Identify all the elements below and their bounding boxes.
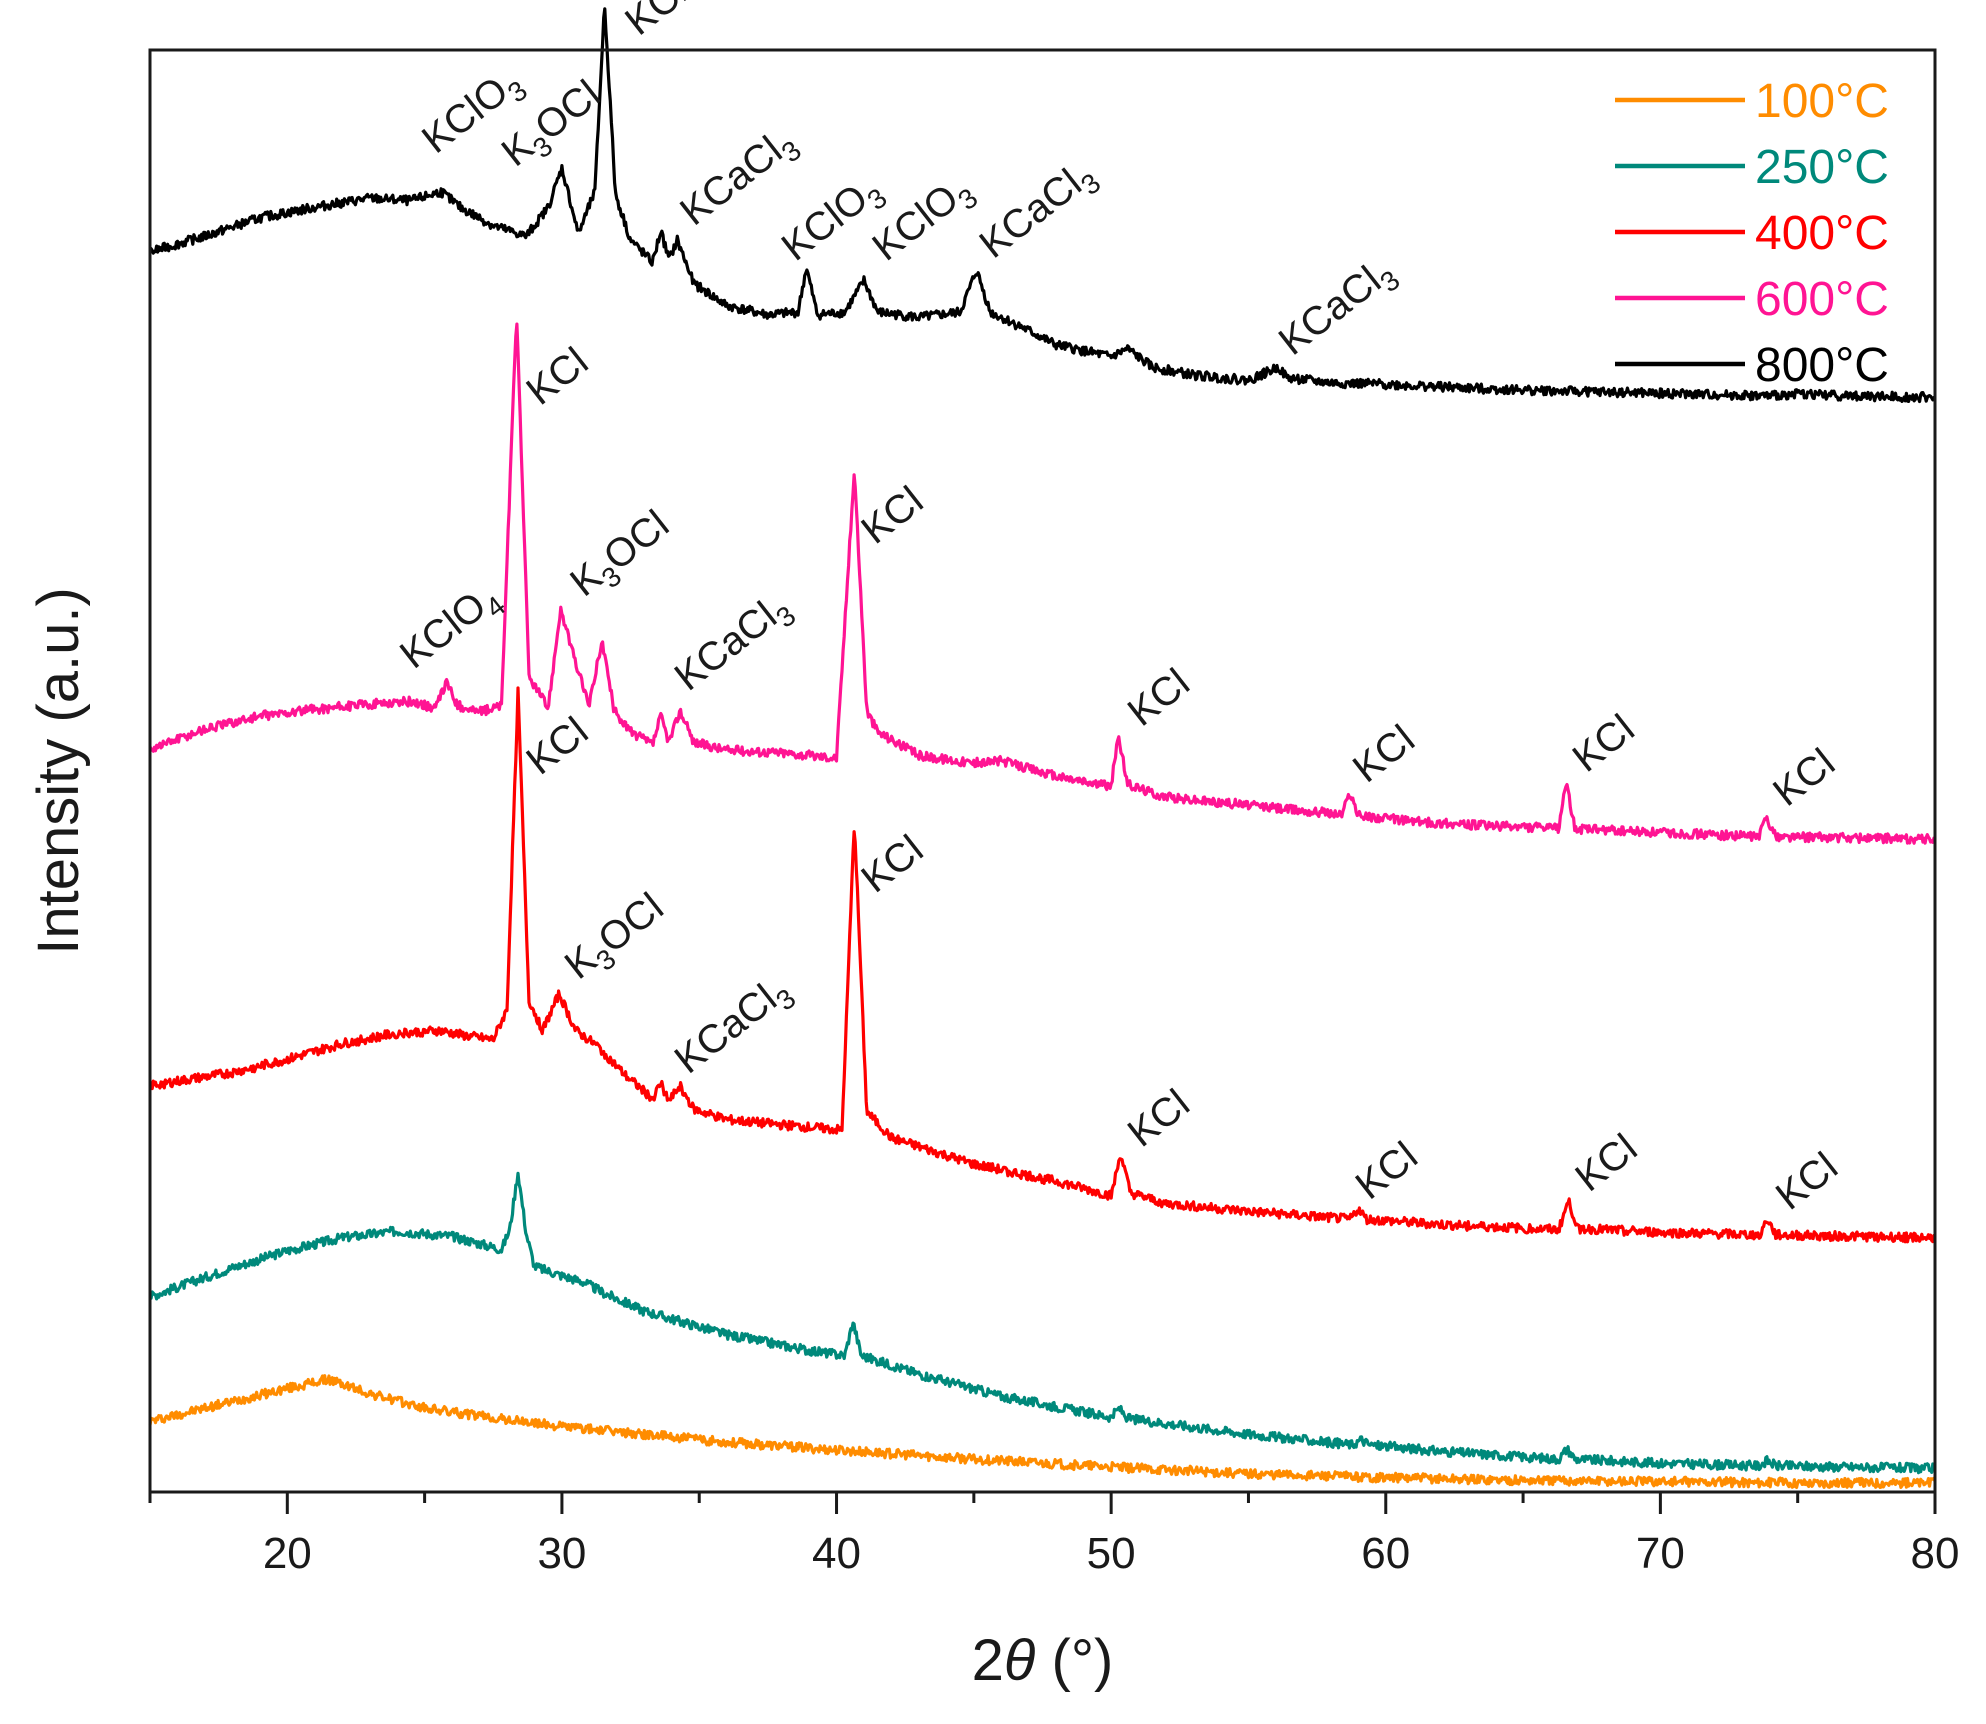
x-axis: 20 30 40 50 60 70 80 bbox=[148, 1492, 1960, 1578]
peak-label-main: KCaCl bbox=[1271, 258, 1389, 364]
peak-label: KCl bbox=[1120, 1081, 1198, 1155]
x-axis-label: 2θ (°) bbox=[972, 1628, 1114, 1693]
peak-label: KCl bbox=[1765, 740, 1843, 814]
peak-label-main: KCl bbox=[1120, 660, 1198, 734]
peak-label: K3OCl bbox=[562, 502, 681, 611]
peak-label-main: KCaCl bbox=[667, 594, 785, 700]
peak-label: KCl bbox=[1345, 717, 1423, 791]
peak-label: KCaCl3 bbox=[1271, 248, 1406, 369]
peak-label: KCaCl3 bbox=[672, 119, 807, 240]
x-tick-label: 20 bbox=[263, 1529, 312, 1578]
peak-label: KClO4 bbox=[392, 574, 511, 683]
peak-label: K3OCl bbox=[557, 885, 676, 994]
legend-label: 400°C bbox=[1755, 207, 1889, 260]
legend: 100°C 250°C 400°C 600°C 800°C bbox=[1615, 75, 1889, 392]
x-tick-label: 40 bbox=[812, 1529, 861, 1578]
peak-label-main: KCl bbox=[1765, 740, 1843, 814]
peak-label-main: KClO bbox=[617, 0, 719, 44]
peak-label: KCaCl3 bbox=[667, 967, 802, 1088]
peak-label-main: KCl bbox=[518, 339, 596, 413]
peak-label-main: KCaCl bbox=[972, 161, 1090, 267]
x-tick-label: 80 bbox=[1911, 1529, 1960, 1578]
peak-label-main: KCaCl bbox=[672, 128, 790, 234]
peak-label: KCl bbox=[853, 827, 931, 901]
peak-label-main: KCl bbox=[1345, 717, 1423, 791]
peak-label-main: KCl bbox=[853, 827, 931, 901]
peak-label-main: KCl bbox=[1567, 1126, 1645, 1200]
peak-label-main: KCl bbox=[1565, 706, 1643, 780]
x-tick-label: 70 bbox=[1636, 1529, 1685, 1578]
peak-label: KCl bbox=[1120, 660, 1198, 734]
plot-frame bbox=[148, 48, 1937, 1494]
peak-label: KCaCl3 bbox=[667, 584, 802, 705]
peak-label: KCl bbox=[518, 709, 596, 783]
x-tick-label: 50 bbox=[1087, 1529, 1136, 1578]
peak-label-main: KCl bbox=[1768, 1144, 1846, 1218]
peak-label: KCl bbox=[518, 339, 596, 413]
legend-label: 800°C bbox=[1755, 339, 1889, 392]
series-line bbox=[149, 1171, 1936, 1475]
x-axis-label-symbol: θ bbox=[1004, 1628, 1035, 1693]
peak-label-main: KClO bbox=[392, 584, 494, 678]
series-line bbox=[148, 1374, 1937, 1490]
peak-label: KClO3 bbox=[774, 166, 893, 275]
peak-label: KCl bbox=[853, 478, 931, 552]
y-axis-label: Intensity (a.u.) bbox=[26, 587, 91, 954]
x-tick-label: 30 bbox=[537, 1529, 586, 1578]
peak-label-main: KClO bbox=[864, 176, 966, 270]
peak-label: KCl bbox=[1768, 1144, 1846, 1218]
peak-label-main: KCl bbox=[853, 478, 931, 552]
peak-label: KCl bbox=[1567, 1126, 1645, 1200]
series-line bbox=[148, 7, 1936, 404]
x-axis-label-suffix: (°) bbox=[1035, 1628, 1113, 1693]
peak-label-main: KCl bbox=[518, 709, 596, 783]
legend-label: 100°C bbox=[1755, 75, 1889, 128]
peak-label: KCl bbox=[1348, 1134, 1426, 1208]
legend-label: 250°C bbox=[1755, 141, 1889, 194]
peak-label: KClO3 bbox=[864, 166, 983, 275]
peak-label-main: KCl bbox=[1348, 1134, 1426, 1208]
peak-label: KClO3 bbox=[617, 0, 736, 50]
series-line bbox=[148, 686, 1937, 1244]
peak-label-main: KCl bbox=[1120, 1081, 1198, 1155]
x-tick-label: 60 bbox=[1361, 1529, 1410, 1578]
peak-annotations: KClO3K3OClKClO3KCaCl3KClO3KClO3KCaCl3KCa… bbox=[392, 0, 1846, 1219]
peak-label-main: KClO bbox=[774, 176, 876, 270]
legend-label: 600°C bbox=[1755, 273, 1889, 326]
peak-label: KCl bbox=[1565, 706, 1643, 780]
x-axis-label-prefix: 2 bbox=[972, 1628, 1004, 1693]
peak-label-main: KCaCl bbox=[667, 976, 785, 1082]
series-layer bbox=[148, 7, 1937, 1490]
peak-label: KCaCl3 bbox=[972, 151, 1107, 272]
series-line bbox=[148, 322, 1937, 845]
